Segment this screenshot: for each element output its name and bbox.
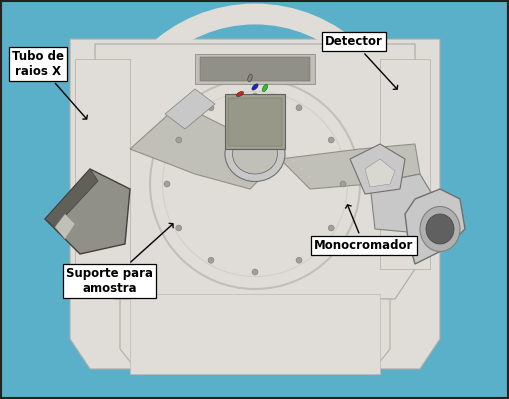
Polygon shape bbox=[45, 169, 98, 227]
Polygon shape bbox=[120, 299, 390, 374]
Text: Detector: Detector bbox=[325, 36, 398, 89]
Ellipse shape bbox=[176, 137, 182, 143]
Ellipse shape bbox=[225, 126, 285, 182]
Ellipse shape bbox=[252, 93, 258, 99]
Ellipse shape bbox=[296, 105, 302, 111]
Bar bbox=[228, 98, 282, 146]
Ellipse shape bbox=[233, 134, 277, 174]
Ellipse shape bbox=[426, 214, 454, 244]
Polygon shape bbox=[350, 144, 405, 194]
Polygon shape bbox=[370, 174, 435, 234]
Ellipse shape bbox=[115, 59, 395, 339]
Polygon shape bbox=[70, 39, 440, 369]
Polygon shape bbox=[405, 189, 465, 264]
Polygon shape bbox=[55, 214, 75, 239]
Ellipse shape bbox=[262, 85, 268, 92]
Polygon shape bbox=[165, 89, 215, 129]
Bar bbox=[195, 54, 315, 84]
Text: Tubo de
raios X: Tubo de raios X bbox=[12, 50, 88, 119]
Ellipse shape bbox=[420, 207, 460, 251]
Ellipse shape bbox=[164, 181, 170, 187]
Ellipse shape bbox=[328, 137, 334, 143]
Text: Suporte para
amostra: Suporte para amostra bbox=[66, 223, 173, 295]
Ellipse shape bbox=[135, 79, 375, 319]
Bar bbox=[225, 94, 285, 149]
Ellipse shape bbox=[252, 269, 258, 275]
Ellipse shape bbox=[296, 257, 302, 263]
Ellipse shape bbox=[208, 105, 214, 111]
Polygon shape bbox=[380, 59, 430, 269]
Ellipse shape bbox=[248, 74, 252, 82]
Polygon shape bbox=[95, 44, 415, 299]
Polygon shape bbox=[280, 144, 420, 189]
Ellipse shape bbox=[176, 225, 182, 231]
Polygon shape bbox=[365, 159, 395, 187]
Ellipse shape bbox=[236, 91, 244, 97]
Ellipse shape bbox=[208, 257, 214, 263]
Bar bbox=[130, 294, 380, 374]
Text: Monocromador: Monocromador bbox=[314, 205, 414, 252]
Ellipse shape bbox=[340, 181, 346, 187]
Ellipse shape bbox=[252, 84, 258, 90]
Ellipse shape bbox=[155, 99, 355, 299]
Polygon shape bbox=[45, 169, 130, 254]
Polygon shape bbox=[75, 59, 130, 269]
Polygon shape bbox=[130, 104, 280, 189]
Bar bbox=[200, 57, 310, 81]
Ellipse shape bbox=[328, 225, 334, 231]
